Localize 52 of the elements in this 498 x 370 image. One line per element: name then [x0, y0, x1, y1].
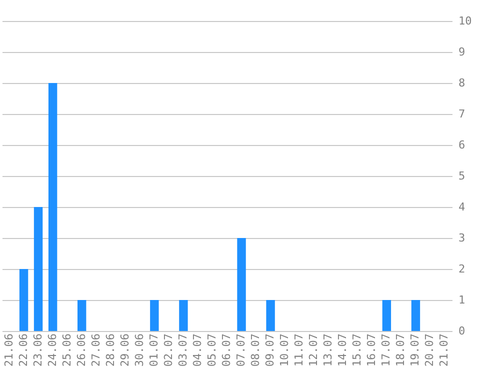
x-tick-label: 17.07 — [380, 334, 393, 367]
x-tick-label: 04.07 — [190, 334, 204, 367]
x-tick-label: 03.07 — [176, 334, 190, 367]
bar — [266, 300, 275, 331]
y-tick-label: 1 — [458, 294, 466, 306]
x-tick-label: 15.07 — [350, 334, 364, 367]
x-tick-label: 13.07 — [322, 334, 335, 367]
x-tick-label: 07.07 — [234, 334, 248, 367]
x-tick-label: 18.07 — [394, 334, 408, 367]
x-tick-label: 16.07 — [365, 334, 378, 367]
bar — [411, 300, 420, 331]
x-tick-label: 29.06 — [118, 334, 132, 367]
y-tick-label: 6 — [458, 138, 466, 152]
x-tick-label: 14.07 — [336, 334, 350, 367]
x-tick-label: 11.07 — [292, 334, 306, 367]
y-tick-label: 7 — [458, 108, 466, 120]
x-tick-label: 01.07 — [147, 334, 160, 367]
x-tick-label: 05.07 — [205, 334, 218, 367]
bar — [34, 207, 43, 331]
y-tick-label: 8 — [458, 76, 466, 90]
x-tick-label: 06.07 — [220, 334, 233, 367]
y-tick-label: 0 — [458, 324, 466, 338]
x-tick-label: 30.06 — [132, 334, 146, 367]
x-tick-label: 20.07 — [423, 334, 436, 367]
x-tick-label: 09.07 — [264, 334, 277, 367]
x-tick-label: 08.07 — [249, 334, 262, 367]
x-tick-label: 27.06 — [89, 334, 102, 367]
x-tick-label: 02.07 — [162, 334, 175, 367]
y-tick-label: 2 — [458, 262, 466, 276]
x-tick-label: 21.07 — [438, 334, 451, 367]
x-tick-label: 21.06 — [2, 334, 16, 367]
x-tick-label: 24.06 — [46, 334, 59, 367]
y-tick-label: 10 — [458, 14, 472, 28]
y-tick-label: 9 — [458, 46, 466, 58]
bar — [19, 269, 28, 331]
x-tick-label: 22.06 — [16, 334, 30, 367]
x-tick-label: 19.07 — [408, 334, 422, 367]
y-tick-label: 3 — [458, 232, 466, 244]
x-tick-label: 10.07 — [278, 334, 292, 367]
x-tick-label: 26.06 — [74, 334, 88, 367]
y-tick-label: 4 — [458, 200, 466, 214]
bar — [237, 238, 246, 331]
bar — [179, 300, 188, 331]
bar — [150, 300, 159, 331]
x-tick-label: 23.06 — [31, 334, 44, 367]
x-tick-label: 25.06 — [60, 334, 74, 367]
bar — [382, 300, 392, 331]
x-tick-label: 28.06 — [104, 334, 117, 367]
x-tick-label: 12.07 — [307, 334, 320, 367]
bar — [77, 300, 86, 331]
y-tick-label: 5 — [458, 170, 466, 182]
bar — [48, 83, 58, 331]
